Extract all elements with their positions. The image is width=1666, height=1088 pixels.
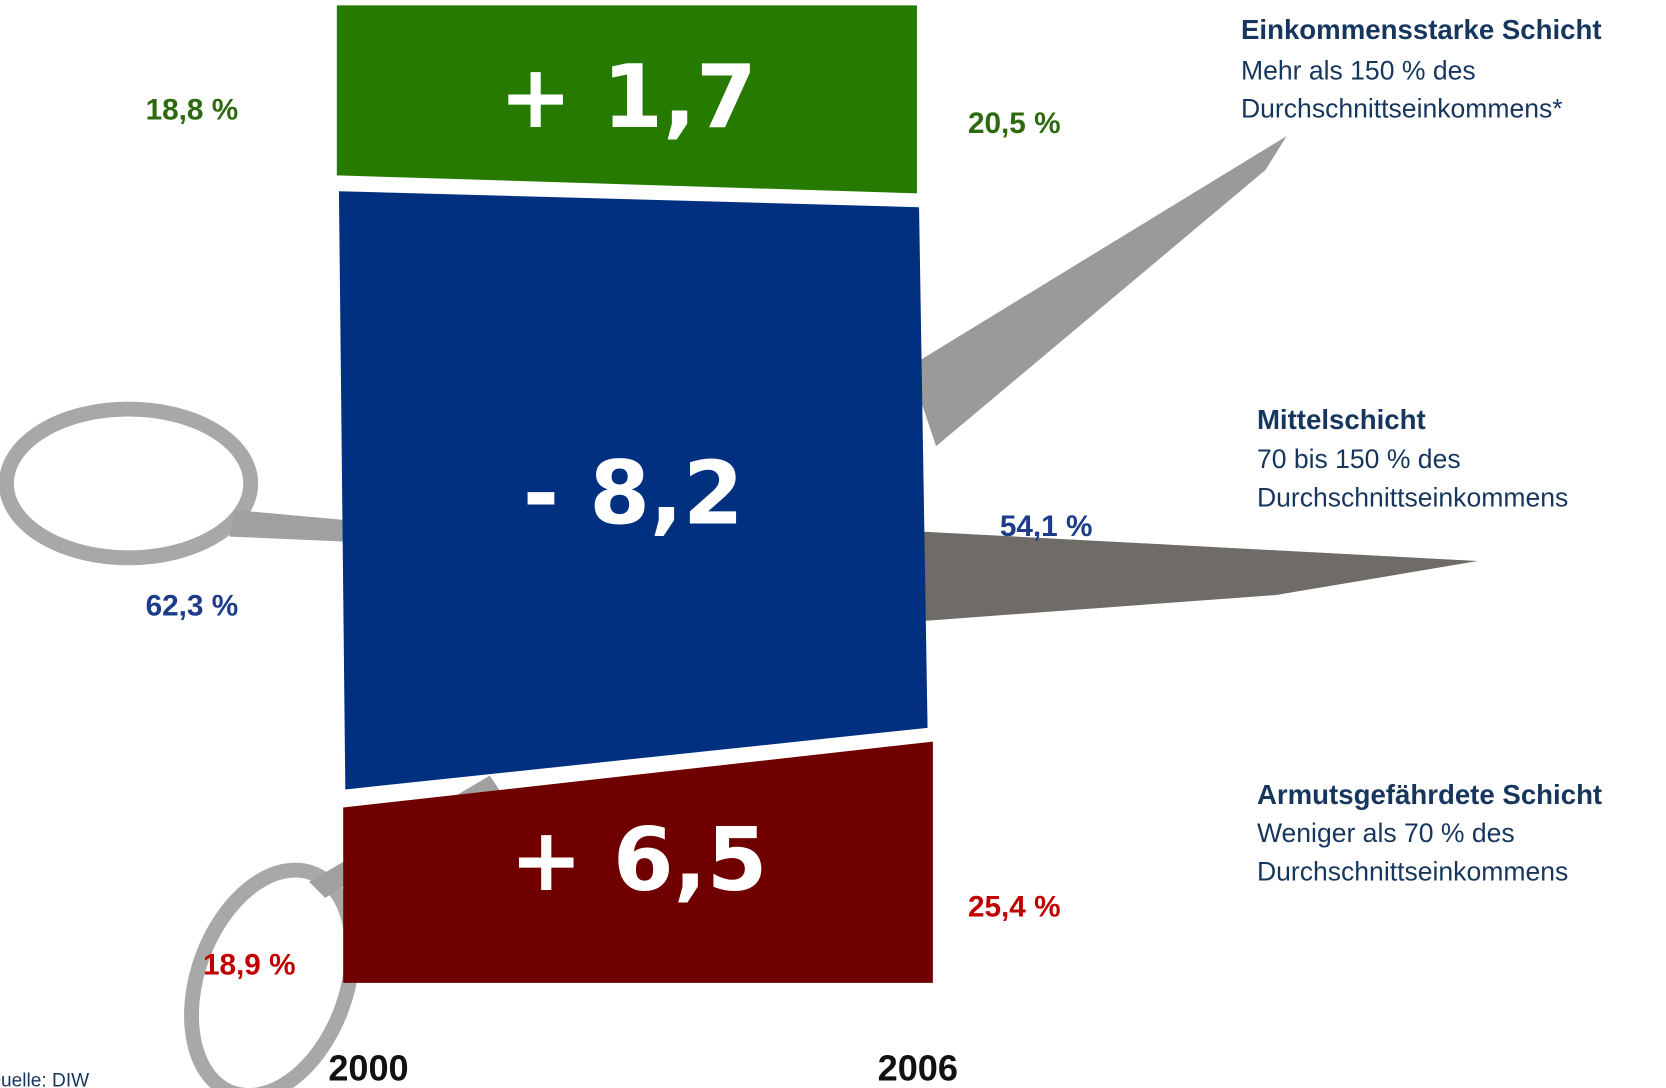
source: Quelle: DIW (0, 1071, 89, 1088)
value-2000: 62,3 % (146, 590, 239, 623)
value-2000: 18,9 % (203, 949, 296, 982)
value-2000: 18,8 % (146, 93, 239, 126)
change: + 6,5 (510, 809, 768, 911)
legend-text: Durchschnittseinkommens (1257, 856, 1568, 886)
legend-text: 70 bis 150 % des (1257, 444, 1461, 474)
legend-text: Weniger als 70 % des (1257, 818, 1515, 848)
legend-text: Durchschnittseinkommens (1257, 482, 1568, 512)
legend-title: Mittelschicht (1257, 404, 1426, 435)
handle-ring (6, 409, 250, 558)
change: + 1,7 (499, 46, 757, 148)
legend-title: Armutsgefährdete Schicht (1257, 779, 1602, 810)
year: 2006 (878, 1048, 958, 1088)
value-2006: 25,4 % (968, 890, 1061, 923)
value-2006: 20,5 % (968, 107, 1061, 140)
lower-blade (915, 531, 1478, 621)
upper-blade (910, 136, 1287, 446)
value-2006: 54,1 % (1000, 510, 1093, 543)
handle-shank (230, 510, 352, 542)
infographic: 18,8 % + 1,7 20,5 % 62,3 % - 8,2 54,1 % … (0, 0, 1666, 1088)
year: 2000 (328, 1048, 408, 1088)
change: - 8,2 (523, 442, 744, 544)
legend-text: Mehr als 150 % des (1241, 55, 1476, 85)
legend-text: Durchschnittseinkommens* (1241, 94, 1563, 124)
legend-title: Einkommensstarke Schicht (1241, 14, 1602, 45)
